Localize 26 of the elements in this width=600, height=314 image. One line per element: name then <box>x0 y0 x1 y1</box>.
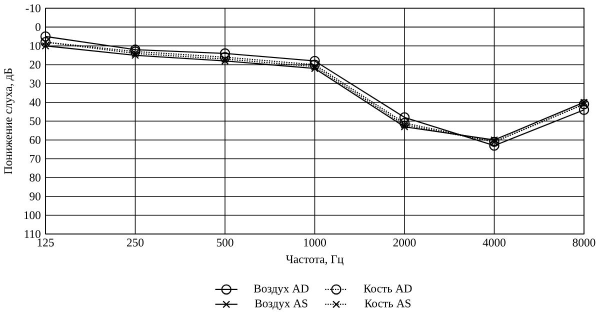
legend-label: Воздух AD <box>254 284 309 295</box>
y-tick-label: 90 <box>30 192 40 200</box>
x-tick-label: 2000 <box>393 238 416 246</box>
y-tick-label: 10 <box>30 42 40 50</box>
y-tick-label: 80 <box>30 173 40 182</box>
x-tick-label: 125 <box>38 238 54 246</box>
y-tick-label: 100 <box>24 211 40 220</box>
x-tick-label: 500 <box>216 238 234 246</box>
y-tick-label: 110 <box>24 230 40 238</box>
x-tick-label: 1000 <box>304 238 326 246</box>
y-tick-label: -10 <box>26 4 40 12</box>
y-tick-label: 60 <box>30 136 40 144</box>
x-tick-label: 250 <box>127 238 144 246</box>
y-tick-label: 40 <box>29 98 40 106</box>
legend-label: Кость AD <box>364 284 412 292</box>
legend-label: Воздух AS <box>254 299 308 310</box>
y-axis-title: Понижение слуха, дБ <box>4 68 14 174</box>
y-tick-label: 50 <box>30 117 40 125</box>
legend-label: Кость AS <box>364 299 411 308</box>
x-tick-label: 8000 <box>572 238 596 246</box>
y-tick-label: 20 <box>30 60 40 68</box>
y-tick-label: 70 <box>30 154 40 163</box>
y-tick-label: 0 <box>36 22 40 31</box>
x-axis-title: Частота, Гц <box>286 255 344 266</box>
x-tick-label: 4000 <box>482 238 506 246</box>
y-tick-label: 30 <box>30 79 40 88</box>
